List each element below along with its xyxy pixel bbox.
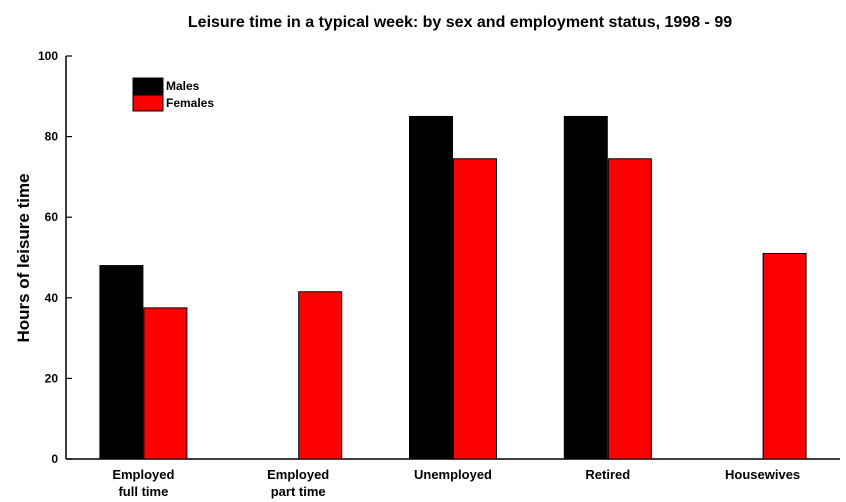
x-category-label: Unemployed bbox=[414, 467, 492, 482]
bar-males bbox=[99, 265, 144, 460]
legend-swatch-females bbox=[132, 94, 164, 112]
x-category-label-line: Employed bbox=[112, 467, 174, 482]
y-ticks: 0 20 40 60 80 100 bbox=[38, 49, 72, 466]
x-category-label-line: full time bbox=[118, 484, 168, 499]
y-tick-label: 80 bbox=[45, 130, 59, 144]
bar-females bbox=[453, 158, 497, 460]
bar-males bbox=[409, 115, 453, 460]
chart-title: Leisure time in a typical week: by sex a… bbox=[188, 14, 732, 31]
y-tick-label: 60 bbox=[45, 210, 59, 224]
x-category-label: Employed part time bbox=[267, 467, 329, 499]
legend: Males Females bbox=[132, 77, 214, 112]
legend-swatch-males bbox=[132, 77, 164, 95]
y-axis-label-group: Hours of leisure time bbox=[14, 173, 33, 342]
bar-females bbox=[143, 307, 188, 460]
bar-females bbox=[607, 158, 652, 460]
y-tick-label: 100 bbox=[38, 49, 58, 63]
x-category-label: Retired bbox=[585, 467, 630, 482]
x-category-label-line: Retired bbox=[585, 467, 630, 482]
y-tick-label: 20 bbox=[45, 371, 59, 385]
y-axis-label: Hours of leisure time bbox=[14, 173, 33, 342]
x-category-label-line: Housewives bbox=[725, 467, 800, 482]
bars bbox=[99, 115, 807, 460]
x-category-labels: Employed full time Employed part time Unempl… bbox=[112, 467, 800, 499]
x-category-label-line: Unemployed bbox=[414, 467, 492, 482]
bar-females bbox=[762, 252, 807, 460]
y-tick-label: 40 bbox=[45, 291, 59, 305]
bar-females bbox=[298, 291, 343, 460]
y-tick-label: 0 bbox=[51, 452, 58, 466]
x-category-label: Employed full time bbox=[112, 467, 174, 499]
bar-males bbox=[563, 115, 608, 460]
x-category-label: Housewives bbox=[725, 467, 800, 482]
x-category-label-line: Employed bbox=[267, 467, 329, 482]
legend-label-males: Males bbox=[166, 79, 200, 93]
x-category-label-line: part time bbox=[271, 484, 326, 499]
legend-label-females: Females bbox=[166, 96, 214, 110]
